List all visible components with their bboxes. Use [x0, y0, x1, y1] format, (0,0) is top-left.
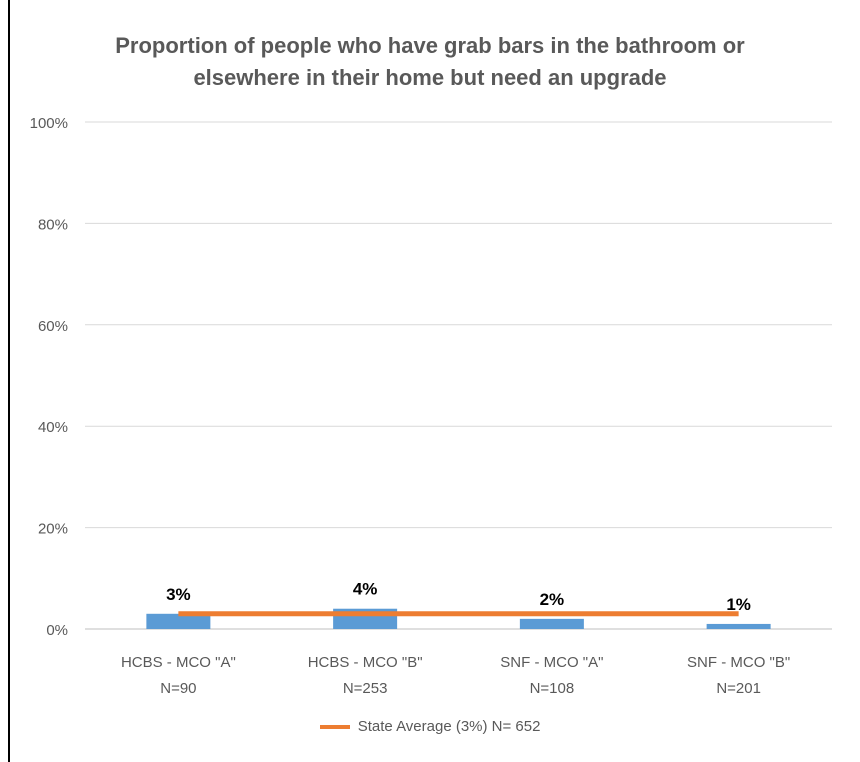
data-label: 1%: [726, 595, 751, 614]
bar: [706, 623, 771, 629]
x-tick-n-label: N=253: [343, 680, 388, 697]
data-label: 2%: [540, 590, 565, 609]
x-tick-n-label: N=108: [530, 680, 575, 697]
bar: [519, 618, 584, 629]
x-tick-label: SNF - MCO "A": [500, 654, 603, 671]
x-tick-label: SNF - MCO "B": [687, 654, 790, 671]
y-tick-label: 80%: [38, 216, 68, 233]
bar: [146, 613, 211, 629]
x-tick-label: HCBS - MCO "A": [121, 654, 236, 671]
x-tick-n-label: N=201: [716, 680, 761, 697]
x-tick-label: HCBS - MCO "B": [308, 654, 423, 671]
chart-frame: [8, 0, 860, 762]
data-label: 4%: [353, 580, 378, 599]
legend: State Average (3%) N= 652: [0, 718, 860, 735]
y-tick-label: 0%: [46, 622, 68, 639]
legend-swatch-state-average: [319, 725, 350, 730]
x-tick-n-label: N=90: [160, 680, 196, 697]
y-tick-label: 40%: [38, 419, 68, 436]
chart-title: Proportion of people who have grab bars …: [115, 33, 745, 90]
y-tick-label: 20%: [38, 521, 68, 538]
data-label: 3%: [166, 585, 191, 604]
y-tick-label: 100%: [30, 115, 68, 132]
legend-label-state-average: State Average (3%) N= 652: [357, 718, 541, 735]
y-tick-label: 60%: [38, 318, 68, 335]
